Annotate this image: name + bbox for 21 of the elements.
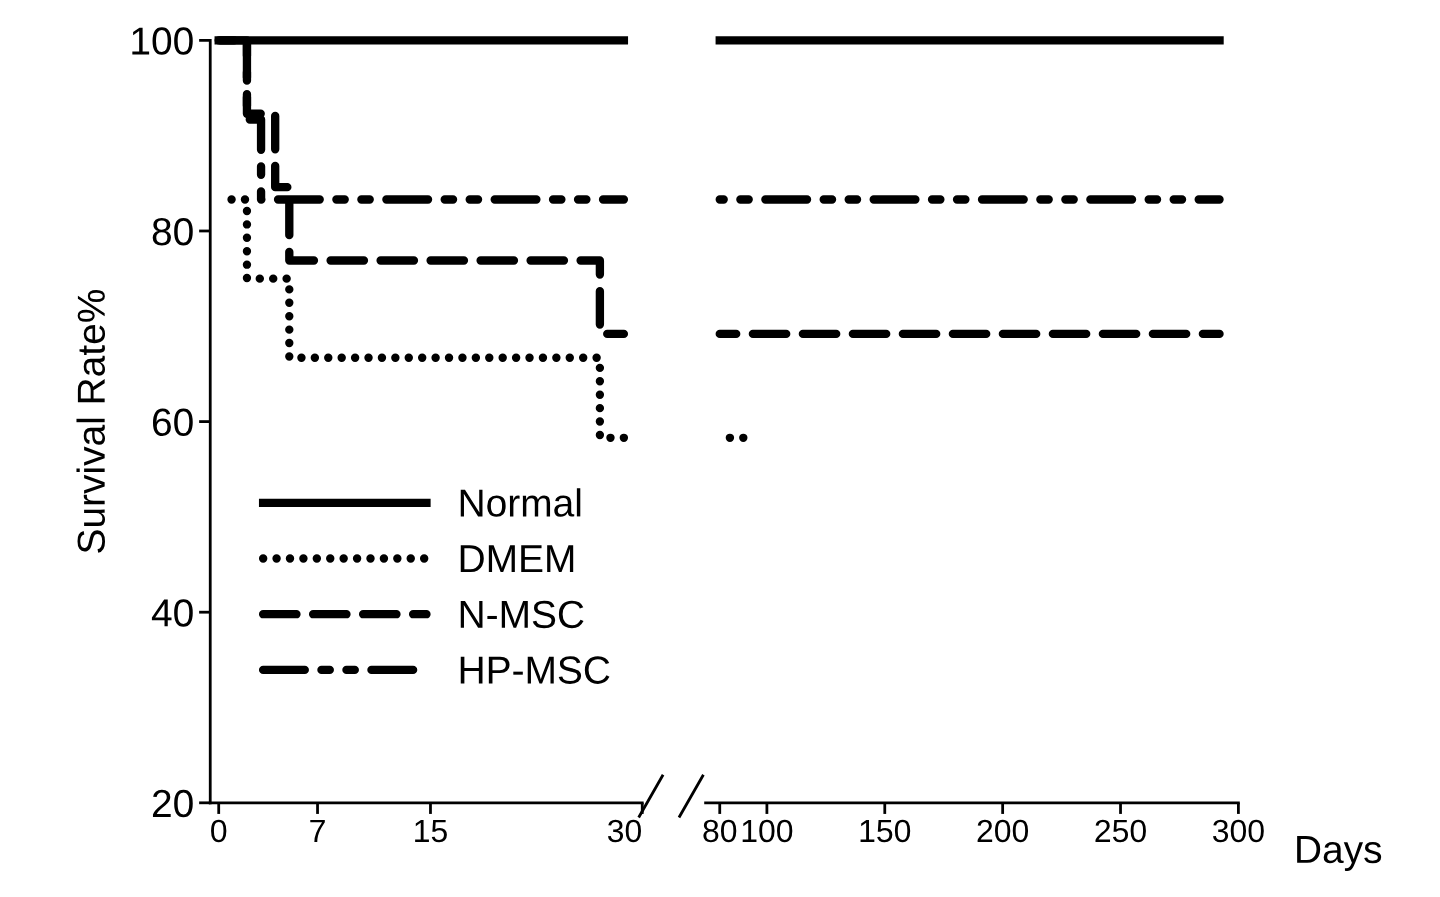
legend-label: DMEM <box>460 545 574 573</box>
x-tick-label: 15 <box>415 819 447 843</box>
x-tick-label: 250 <box>1095 819 1146 843</box>
x-tick-label: 0 <box>211 819 227 843</box>
x-tick-label: 300 <box>1212 819 1264 843</box>
legend-label: HP-MSC <box>460 656 610 684</box>
y-tick-label: 20 <box>152 789 193 818</box>
x-tick-label: 150 <box>860 819 911 843</box>
x-tick-label: 80 <box>703 819 737 843</box>
legend-label: Normal <box>460 488 581 517</box>
x-tick-label: 100 <box>742 819 793 843</box>
x-axis-title: Days <box>1297 836 1382 871</box>
legend-label: N-MSC <box>460 600 584 629</box>
y-axis-title: Survival Rate% <box>76 290 106 553</box>
x-tick-label: 200 <box>977 819 1029 843</box>
y-tick-label: 40 <box>151 599 193 627</box>
x-tick-label: 7 <box>310 819 325 842</box>
y-tick-label: 60 <box>152 408 193 437</box>
y-tick-label: 80 <box>152 217 193 246</box>
y-tick-label: 100 <box>132 27 193 55</box>
x-tick-label: 30 <box>607 819 641 843</box>
